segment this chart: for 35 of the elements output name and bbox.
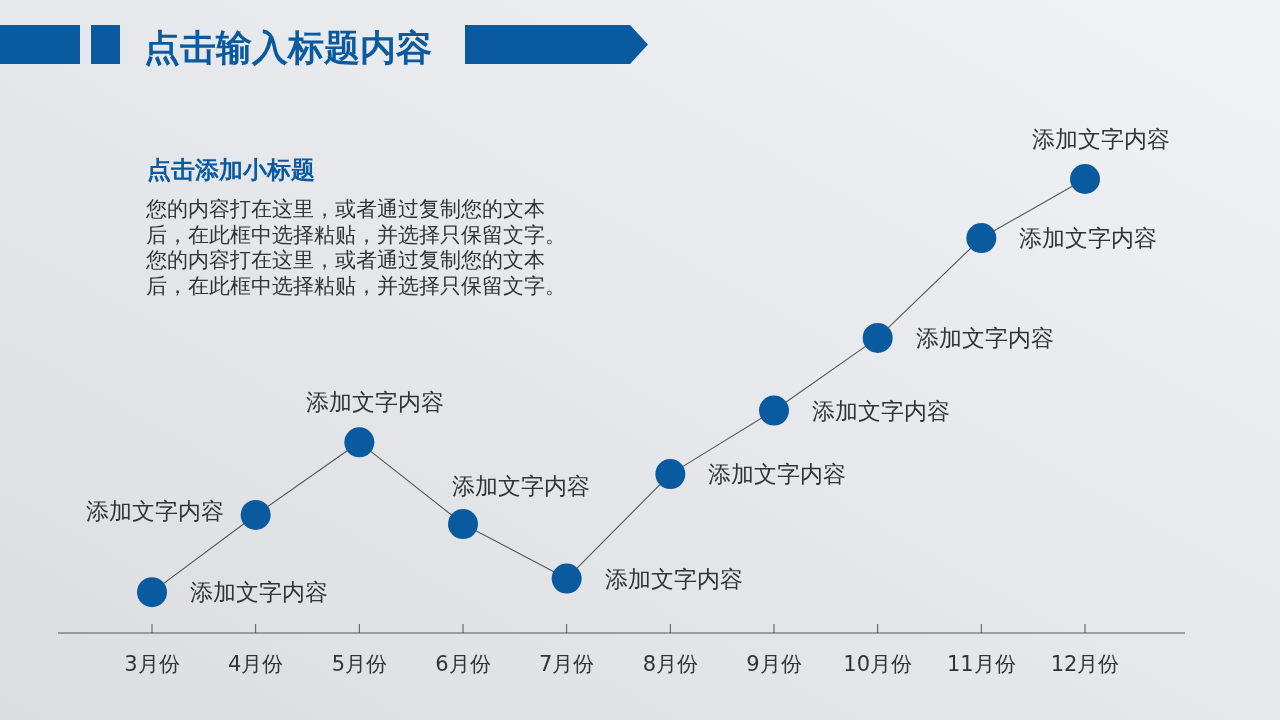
point	[862, 322, 893, 353]
annotation: 添加文字内容	[306, 389, 445, 416]
x-tick-label: 3月份	[124, 652, 180, 676]
annotation: 添加文字内容	[708, 461, 847, 488]
x-tick-label: 12月份	[1050, 652, 1120, 676]
x-tick-label: 5月份	[331, 652, 388, 676]
point	[240, 499, 271, 530]
point	[137, 577, 167, 608]
annotation: 添加文字内容	[604, 565, 743, 592]
x-tick-label: 8月份	[642, 652, 699, 676]
annotation: 添加文字内容	[85, 497, 224, 524]
annotation: 添加文字内容	[190, 579, 328, 606]
annotation: 添加文字内容	[915, 324, 1054, 351]
x-tick-label: 4月份	[227, 652, 284, 676]
chart-subtitle: 点击添加小标题	[147, 156, 315, 184]
annotation: 后，在此框中选择粘贴，并选择只保留文字。	[146, 274, 566, 299]
point	[759, 395, 789, 426]
x-tick-label: 7月份	[538, 652, 595, 676]
x-tick-label: 11月份	[946, 652, 1016, 676]
x-tick-label: 10月份	[843, 652, 913, 676]
point	[655, 459, 686, 490]
point	[551, 563, 582, 594]
x-tick-label: 9月份	[746, 652, 802, 676]
annotation: 添加文字内容	[452, 473, 590, 500]
point	[344, 427, 375, 458]
point	[1070, 164, 1100, 194]
point	[966, 223, 997, 254]
annotation: 添加文字内容	[812, 397, 950, 424]
annotation: 添加文字内容	[1032, 126, 1170, 152]
annotation: 您的内容打在这里，或者通过复制您的文本	[145, 248, 545, 273]
annotation: 您的内容打在这里，或者通过复制您的文本	[145, 197, 545, 221]
x-tick-label: 6月份	[435, 652, 491, 676]
annotation: 后，在此框中选择粘贴，并选择只保留文字。	[146, 222, 566, 247]
annotation: 添加文字内容	[1019, 225, 1158, 252]
point	[448, 509, 478, 540]
